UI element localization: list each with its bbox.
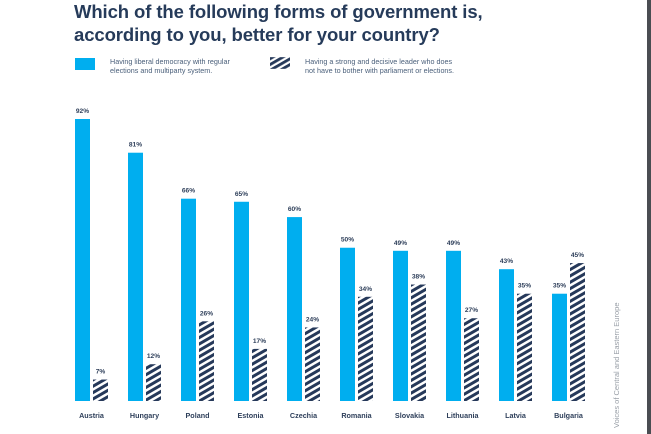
chart-title: Which of the following forms of governme…: [74, 0, 594, 46]
bar-poland-strong-leader: [199, 321, 214, 401]
bar-austria-strong-leader: [93, 379, 108, 401]
bar-poland-democracy: [181, 198, 196, 401]
value-label-bulgaria-strong-leader: 45%: [571, 252, 584, 259]
bar-austria-democracy: [75, 119, 90, 401]
bar-latvia-strong-leader: [517, 293, 532, 401]
value-label-lithuania-democracy: 49%: [447, 240, 460, 247]
legend-label-strong-leader-line-1: Having a strong and decisive leader who …: [305, 57, 453, 66]
value-label-austria-democracy: 92%: [76, 108, 89, 115]
legend-swatch-democracy: [75, 58, 95, 70]
chart-title-line-1: Which of the following forms of governme…: [74, 1, 483, 22]
value-label-romania-strong-leader: 34%: [359, 286, 372, 293]
window-edge-strip: [647, 0, 651, 434]
value-label-hungary-strong-leader: 12%: [147, 353, 160, 360]
legend-label-democracy: Having liberal democracy with regular el…: [110, 57, 230, 75]
value-label-bulgaria-democracy: 35%: [553, 283, 566, 290]
bar-slovakia-democracy: [393, 250, 408, 401]
value-label-estonia-strong-leader: 17%: [253, 338, 266, 345]
value-label-slovakia-democracy: 49%: [394, 240, 407, 247]
bar-bulgaria-democracy: [552, 293, 567, 401]
value-label-latvia-democracy: 43%: [500, 258, 513, 265]
x-tick-label-czechia: Czechia: [290, 411, 318, 420]
bar-latvia-democracy: [499, 269, 514, 401]
x-tick-label-lithuania: Lithuania: [447, 411, 480, 420]
x-tick-label-slovakia: Slovakia: [395, 411, 425, 420]
value-label-czechia-strong-leader: 24%: [306, 316, 319, 323]
bar-estonia-democracy: [234, 201, 249, 401]
value-label-czechia-democracy: 60%: [288, 206, 301, 213]
labels-layer: 92% 7% Austria 81% 12% Hungary 66% 26% Poland 65%…: [76, 108, 584, 420]
bar-lithuania-democracy: [446, 250, 461, 401]
value-label-hungary-democracy: 81%: [129, 142, 142, 149]
legend-label-democracy-line-2: elections and multiparty system.: [110, 66, 213, 75]
legend-label-strong-leader: Having a strong and decisive leader who …: [305, 57, 454, 75]
bar-romania-democracy: [340, 247, 355, 401]
bar-czechia-democracy: [287, 217, 302, 401]
source-label: Voices of Central and Eastern Europe: [612, 302, 621, 429]
x-tick-label-estonia: Estonia: [238, 411, 265, 420]
x-tick-label-bulgaria: Bulgaria: [554, 411, 584, 420]
x-tick-label-hungary: Hungary: [130, 411, 159, 420]
x-tick-label-poland: Poland: [186, 411, 210, 420]
value-label-estonia-democracy: 65%: [235, 191, 248, 198]
value-label-romania-democracy: 50%: [341, 237, 354, 244]
bar-romania-strong-leader: [358, 296, 373, 401]
legend-swatch-strong-leader: [270, 57, 290, 69]
bar-hungary-democracy: [128, 152, 143, 401]
value-label-austria-strong-leader: 7%: [96, 369, 106, 376]
x-tick-label-romania: Romania: [341, 411, 372, 420]
bar-lithuania-strong-leader: [464, 318, 479, 401]
value-label-slovakia-strong-leader: 38%: [412, 274, 425, 281]
bar-estonia-strong-leader: [252, 348, 267, 401]
legend-label-strong-leader-line-2: not have to bother with parliament or el…: [305, 66, 455, 75]
legend-label-democracy-line-1: Having liberal democracy with regular: [110, 57, 230, 66]
x-tick-label-latvia: Latvia: [505, 411, 527, 420]
value-label-poland-strong-leader: 26%: [200, 310, 213, 317]
bar-hungary-strong-leader: [146, 364, 161, 401]
chart-title-line-2: according to you, better for your countr…: [74, 24, 440, 45]
bar-slovakia-strong-leader: [411, 284, 426, 401]
bar-bulgaria-strong-leader: [570, 263, 585, 401]
value-label-latvia-strong-leader: 35%: [518, 283, 531, 290]
value-label-poland-democracy: 66%: [182, 188, 195, 195]
x-tick-label-austria: Austria: [79, 411, 105, 420]
value-label-lithuania-strong-leader: 27%: [465, 307, 478, 314]
bar-czechia-strong-leader: [305, 327, 320, 401]
bars-layer: [75, 119, 585, 401]
